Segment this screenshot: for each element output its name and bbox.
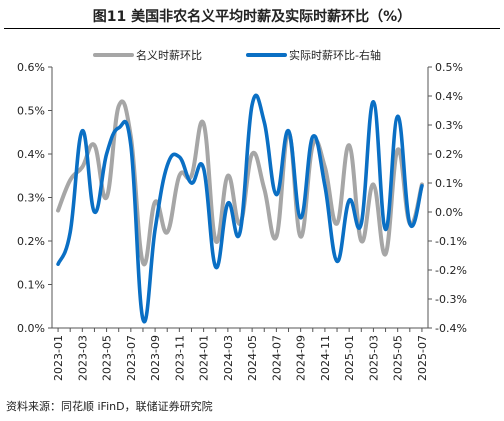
y-right-tick-label: -0.2% (435, 264, 467, 277)
x-tick-label: 2025-07 (416, 335, 429, 381)
y-left-tick-label: 0.1% (17, 279, 45, 292)
y-left-tick-label: 0.4% (17, 148, 45, 161)
x-tick-label: 2023-07 (125, 335, 138, 381)
source-note: 资料来源：同花顺 iFinD，联储证券研究院 (6, 400, 213, 413)
y-left-tick-label: 0.5% (17, 105, 45, 118)
x-tick-label: 2024-01 (198, 335, 211, 381)
legend-label-1: 名义时薪环比 (136, 48, 202, 62)
x-tick-label: 2025-01 (343, 335, 356, 381)
y-right-tick-label: -0.3% (435, 293, 467, 306)
y-left-tick-label: 0.2% (17, 235, 45, 248)
y-left-tick-label: 0.0% (17, 322, 45, 335)
y-right-tick-label: 0.4% (435, 90, 463, 103)
series-line-2 (56, 93, 424, 324)
y-right-tick-label: -0.1% (435, 235, 467, 248)
x-tick-label: 2025-03 (367, 335, 380, 381)
y-right-tick-label: 0.5% (435, 61, 463, 74)
x-tick-label: 2025-05 (392, 335, 405, 381)
x-tick-label: 2023-09 (149, 335, 162, 381)
x-tick-label: 2023-01 (52, 335, 65, 381)
x-tick-label: 2024-09 (295, 335, 308, 381)
title-rule (4, 28, 500, 29)
x-tick-label: 2024-03 (222, 335, 235, 381)
y-right-tick-label: 0.3% (435, 119, 463, 132)
x-tick-label: 2023-05 (101, 335, 114, 381)
x-tick-label: 2023-03 (76, 335, 89, 381)
chart-title: 图11 美国非农名义平均时薪及实际时薪环比（%） (92, 9, 412, 25)
legend-label-2: 实际时薪环比-右轴 (289, 48, 381, 62)
x-tick-label: 2024-05 (246, 335, 259, 381)
y-left-tick-label: 0.6% (17, 61, 45, 74)
x-tick-label: 2024-07 (270, 335, 283, 381)
y-left-tick-label: 0.3% (17, 192, 45, 205)
x-tick-label: 2024-11 (319, 335, 332, 381)
y-right-tick-label: -0.4% (435, 322, 467, 335)
y-right-tick-label: 0.2% (435, 148, 463, 161)
y-right-tick-label: 0.1% (435, 177, 463, 190)
x-tick-label: 2023-11 (173, 335, 186, 381)
y-right-tick-label: 0.0% (435, 206, 463, 219)
series-line-1 (56, 99, 424, 267)
